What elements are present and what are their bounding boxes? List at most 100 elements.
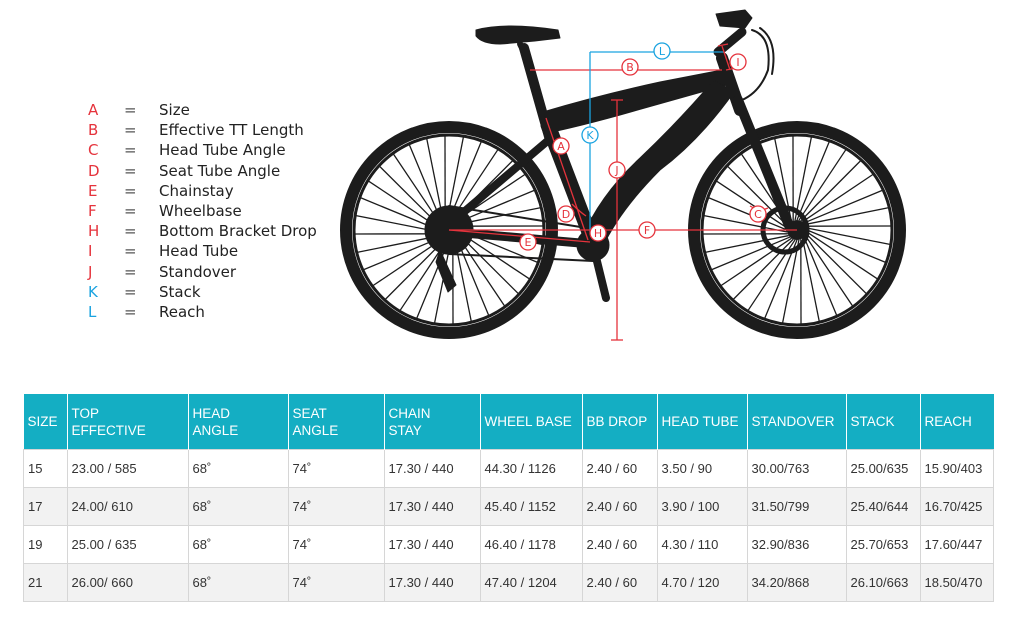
table-row: 21 26.00/ 660 68˚ 74˚ 17.30 / 440 47.40 / 120…: [23, 563, 994, 602]
legend-equals: =: [124, 242, 137, 261]
table-row: 19 25.00 / 635 68˚ 74˚ 17.30 / 440 46.40 / 11…: [23, 525, 994, 564]
legend-equals: =: [124, 222, 137, 241]
marker-e: E: [519, 233, 537, 251]
marker-i: I: [729, 53, 747, 71]
legend-item: B = Effective TT Length: [88, 120, 317, 140]
table-cell: 4.70 / 120: [656, 563, 748, 602]
table-cell: 25.40/644: [845, 487, 921, 526]
legend-equals: =: [124, 282, 137, 301]
legend-letter: K: [88, 282, 98, 301]
marker-b: B: [621, 58, 639, 76]
legend-letter: B: [88, 121, 99, 140]
spoke: [794, 136, 813, 221]
spoke: [801, 238, 820, 322]
column-header: HEAD ANGLE: [187, 394, 288, 450]
svg-text:C: C: [754, 208, 762, 221]
legend-equals: =: [124, 262, 137, 281]
table-cell: 26.10/663: [845, 563, 921, 602]
marker-a: A: [552, 137, 570, 155]
legend-equals: =: [124, 101, 137, 120]
legend-item: H = Bottom Bracket Drop: [88, 221, 317, 241]
legend-letter: A: [88, 101, 99, 120]
column-header: CHAIN STAY: [383, 394, 480, 450]
spoke: [708, 197, 788, 231]
marker-c: C: [749, 205, 767, 223]
legend-item: J = Standover: [88, 262, 317, 282]
bike-frame: [424, 9, 795, 302]
legend-item: C = Head Tube Angle: [88, 140, 317, 160]
measurement-lines: [448, 43, 797, 341]
legend-equals: =: [124, 302, 137, 321]
table-cell: 68˚: [187, 449, 289, 488]
geometry-legend: A = Size B = Effective TT Length C = Head Tube A…: [88, 100, 317, 322]
table-cell: 74˚: [287, 449, 385, 488]
legend-item: D = Seat Tube Angle: [88, 161, 317, 181]
spoke: [781, 239, 800, 324]
bike-geometry-diagram: B L I K A J D H E F C: [340, 9, 906, 341]
table-cell: 68˚: [187, 487, 289, 526]
spoke: [803, 236, 838, 316]
column-header: STANDOVER: [746, 394, 846, 450]
spoke: [806, 229, 886, 263]
legend-letter: C: [88, 141, 99, 160]
svg-text:A: A: [557, 140, 565, 153]
legend-label: Seat Tube Angle: [159, 161, 281, 180]
table-cell: 31.50/799: [746, 487, 847, 526]
legend-label: Head Tube: [159, 242, 239, 261]
table-cell: 19: [23, 525, 68, 564]
legend-label: Standover: [159, 262, 237, 281]
legend-equals: =: [124, 141, 137, 160]
spoke: [806, 231, 878, 280]
column-header: REACH: [919, 394, 994, 450]
table-cell: 26.00/ 660: [66, 563, 189, 602]
legend-label: Effective TT Length: [159, 121, 304, 140]
marker-l: L: [653, 42, 671, 60]
table-cell: 18.50/470: [919, 563, 994, 602]
legend-item: L = Reach: [88, 302, 317, 322]
spoke: [804, 235, 854, 307]
spoke: [796, 141, 830, 221]
table-cell: 17.30 / 440: [383, 563, 481, 602]
svg-text:F: F: [644, 224, 650, 237]
table-cell: 21: [23, 563, 68, 602]
table-cell: 17.30 / 440: [383, 449, 481, 488]
table-cell: 68˚: [187, 563, 289, 602]
legend-equals: =: [124, 161, 137, 180]
spoke: [716, 180, 788, 229]
column-header: WHEEL BASE: [479, 394, 582, 450]
table-cell: 34.20/868: [746, 563, 847, 602]
spoke: [803, 189, 883, 224]
table-cell: 45.40 / 1152: [479, 487, 583, 526]
legend-letter: I: [88, 242, 93, 261]
table-row: 17 24.00/ 610 68˚ 74˚ 17.30 / 440 45.40 / 115…: [23, 487, 994, 526]
table-cell: 2.40 / 60: [581, 487, 658, 526]
table-cell: 74˚: [287, 563, 385, 602]
svg-text:I: I: [736, 56, 739, 69]
table-cell: 2.40 / 60: [581, 449, 658, 488]
table-cell: 3.50 / 90: [656, 449, 748, 488]
svg-text:J: J: [614, 164, 618, 177]
table-cell: 23.00 / 585: [66, 449, 189, 488]
table-cell: 44.30 / 1126: [479, 449, 583, 488]
table-cell: 74˚: [287, 525, 385, 564]
marker-f: F: [638, 221, 656, 239]
table-cell: 17.30 / 440: [383, 525, 481, 564]
table-cell: 46.40 / 1178: [479, 525, 583, 564]
legend-equals: =: [124, 202, 137, 221]
legend-item: I = Head Tube: [88, 241, 317, 261]
legend-item: A = Size: [88, 100, 317, 120]
legend-label: Wheelbase: [159, 202, 242, 221]
spoke: [711, 236, 791, 271]
measurement-markers: B L I K A J D H E F C: [519, 42, 767, 251]
legend-letter: H: [88, 222, 100, 241]
legend-letter: J: [88, 262, 93, 281]
svg-text:D: D: [562, 208, 570, 221]
spoke: [805, 207, 889, 226]
legend-item: E = Chainstay: [88, 181, 317, 201]
spoke: [802, 173, 874, 223]
table-cell: 25.70/653: [845, 525, 921, 564]
marker-d: D: [557, 205, 575, 223]
table-cell: 74˚: [287, 487, 385, 526]
table-cell: 68˚: [187, 525, 289, 564]
spoke: [805, 233, 867, 295]
